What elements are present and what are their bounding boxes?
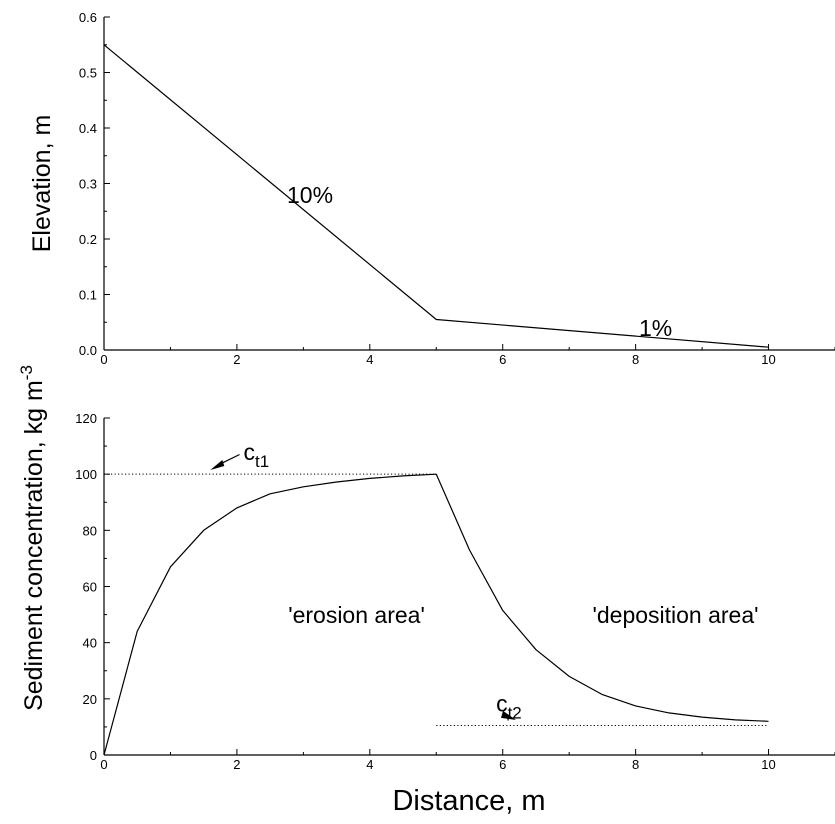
- concentration-y-tick-label: 0: [90, 748, 97, 763]
- elevation-plot: 0 2 4 6 8 10 0.0 0.1 0.2 0.3 0.4 0.5 0.6 10% 1% Elevati…: [28, 10, 835, 367]
- elevation-series-line: [103, 44, 769, 348]
- concentration-x-axis-title: Distance, m: [392, 785, 545, 817]
- concentration-y-tick-label: 40: [83, 636, 97, 651]
- elevation-y-tick-label: 0.0: [79, 343, 97, 358]
- concentration-annotation-label: 'deposition area': [592, 602, 758, 628]
- elevation-y-tick-label: 0.6: [79, 10, 97, 25]
- elevation-x-tick-label: 4: [366, 352, 373, 367]
- elevation-annotation-label: 10%: [287, 182, 333, 208]
- elevation-x-tick-label: 10: [761, 352, 775, 367]
- elevation-y-tick-label: 0.3: [79, 177, 97, 192]
- concentration-annotation-t1: ct1: [244, 439, 270, 471]
- elevation-y-tick-label: 0.4: [79, 121, 97, 136]
- concentration-annotation-label: 'erosion area': [288, 602, 425, 628]
- concentration-x-tick-label: 6: [499, 757, 506, 772]
- concentration-y-tick-label: 120: [75, 411, 97, 426]
- concentration-arrowhead-t1: [210, 459, 225, 470]
- concentration-x-tick-label: 2: [233, 757, 240, 772]
- concentration-series-line: [103, 473, 769, 756]
- elevation-y-tick-label: 0.2: [79, 232, 97, 247]
- concentration-y-tick-label: 100: [75, 467, 97, 482]
- concentration-y-tick-label: 60: [83, 580, 97, 595]
- elevation-x-tick-label: 2: [233, 352, 240, 367]
- elevation-annotation-label: 1%: [639, 315, 672, 341]
- concentration-y-tick-label: 80: [83, 523, 97, 538]
- concentration-x-tick-label: 4: [366, 757, 373, 772]
- concentration-x-tick-label: 8: [632, 757, 639, 772]
- elevation-x-tick-label: 8: [632, 352, 639, 367]
- elevation-y-tick-label: 0.1: [79, 288, 97, 303]
- concentration-y-axis-title: Sediment concentration, kg m-3: [17, 365, 48, 711]
- elevation-x-tick-label: 6: [499, 352, 506, 367]
- concentration-y-tick-label: 20: [83, 692, 97, 707]
- concentration-x-tick-label: 0: [100, 757, 107, 772]
- elevation-x-tick-label: 0: [100, 352, 107, 367]
- concentration-x-tick-label: 10: [761, 757, 775, 772]
- elevation-y-tick-label: 0.5: [79, 66, 97, 81]
- elevation-y-axis-title: Elevation, m: [28, 115, 56, 253]
- concentration-arrowhead-t2: [501, 710, 517, 720]
